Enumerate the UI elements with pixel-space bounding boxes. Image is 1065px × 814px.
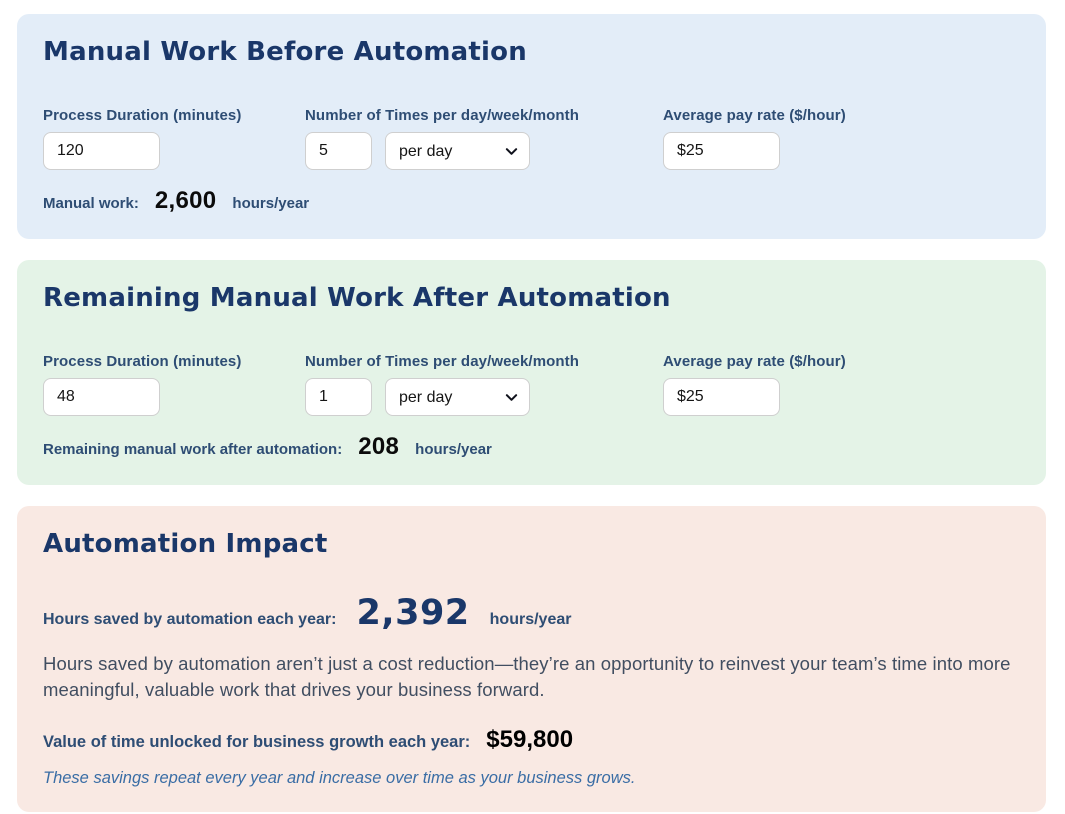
result-label: Manual work: xyxy=(43,195,139,212)
field-times-before: Number of Times per day/week/month per d… xyxy=(305,107,663,170)
field-rate-before: Average pay rate ($/hour) xyxy=(663,107,1020,170)
times-input[interactable] xyxy=(305,132,372,170)
rate-input[interactable] xyxy=(663,132,780,170)
times-input[interactable] xyxy=(305,378,372,416)
value-unlocked-label: Value of time unlocked for business grow… xyxy=(43,732,471,751)
card-title-after: Remaining Manual Work After Automation xyxy=(43,283,671,313)
card-title-impact: Automation Impact xyxy=(43,529,328,559)
result-value: 208 xyxy=(358,433,400,460)
times-inputs-before: per day xyxy=(305,132,663,170)
hours-saved-label: Hours saved by automation each year: xyxy=(43,611,337,628)
impact-paragraph: Hours saved by automation aren’t just a … xyxy=(43,653,1011,701)
card-automation-impact: Automation Impact Hours saved by automat… xyxy=(17,506,1046,812)
hours-saved-unit: hours/year xyxy=(489,611,572,628)
result-value: 2,600 xyxy=(154,187,217,214)
frequency-select[interactable]: per day xyxy=(385,378,530,416)
card-title-before: Manual Work Before Automation xyxy=(43,37,527,67)
rate-input[interactable] xyxy=(663,378,780,416)
field-rate-after: Average pay rate ($/hour) xyxy=(663,353,1020,416)
duration-label: Process Duration (minutes) xyxy=(43,107,242,124)
hours-saved-value: 2,392 xyxy=(356,593,470,633)
value-unlocked-value: $59,800 xyxy=(486,725,574,753)
field-duration-before: Process Duration (minutes) xyxy=(43,107,305,170)
card-manual-work-after: Remaining Manual Work After Automation P… xyxy=(17,260,1046,485)
hours-saved-row: Hours saved by automation each year: 2,3… xyxy=(43,593,1020,633)
fields-row-before: Process Duration (minutes) Number of Tim… xyxy=(43,107,1020,170)
field-duration-after: Process Duration (minutes) xyxy=(43,353,305,416)
result-row-after: Remaining manual work after automation: … xyxy=(43,433,1020,461)
times-inputs-after: per day xyxy=(305,378,663,416)
frequency-select-wrap: per day xyxy=(385,132,530,170)
rate-label: Average pay rate ($/hour) xyxy=(663,107,846,124)
savings-note: These savings repeat every year and incr… xyxy=(43,768,636,787)
card-manual-work-before: Manual Work Before Automation Process Du… xyxy=(17,14,1046,239)
duration-label: Process Duration (minutes) xyxy=(43,353,242,370)
value-unlocked-row: Value of time unlocked for business grow… xyxy=(43,726,1020,754)
duration-input[interactable] xyxy=(43,378,160,416)
fields-row-after: Process Duration (minutes) Number of Tim… xyxy=(43,353,1020,416)
result-unit: hours/year xyxy=(232,195,310,212)
duration-input[interactable] xyxy=(43,132,160,170)
times-label: Number of Times per day/week/month xyxy=(305,353,580,370)
result-unit: hours/year xyxy=(415,441,492,458)
field-times-after: Number of Times per day/week/month per d… xyxy=(305,353,663,416)
frequency-select[interactable]: per day xyxy=(385,132,530,170)
frequency-select-wrap: per day xyxy=(385,378,530,416)
result-label: Remaining manual work after automation: xyxy=(43,441,343,458)
rate-label: Average pay rate ($/hour) xyxy=(663,353,846,370)
times-label: Number of Times per day/week/month xyxy=(305,107,580,124)
result-row-before: Manual work: 2,600 hours/year xyxy=(43,187,1020,215)
